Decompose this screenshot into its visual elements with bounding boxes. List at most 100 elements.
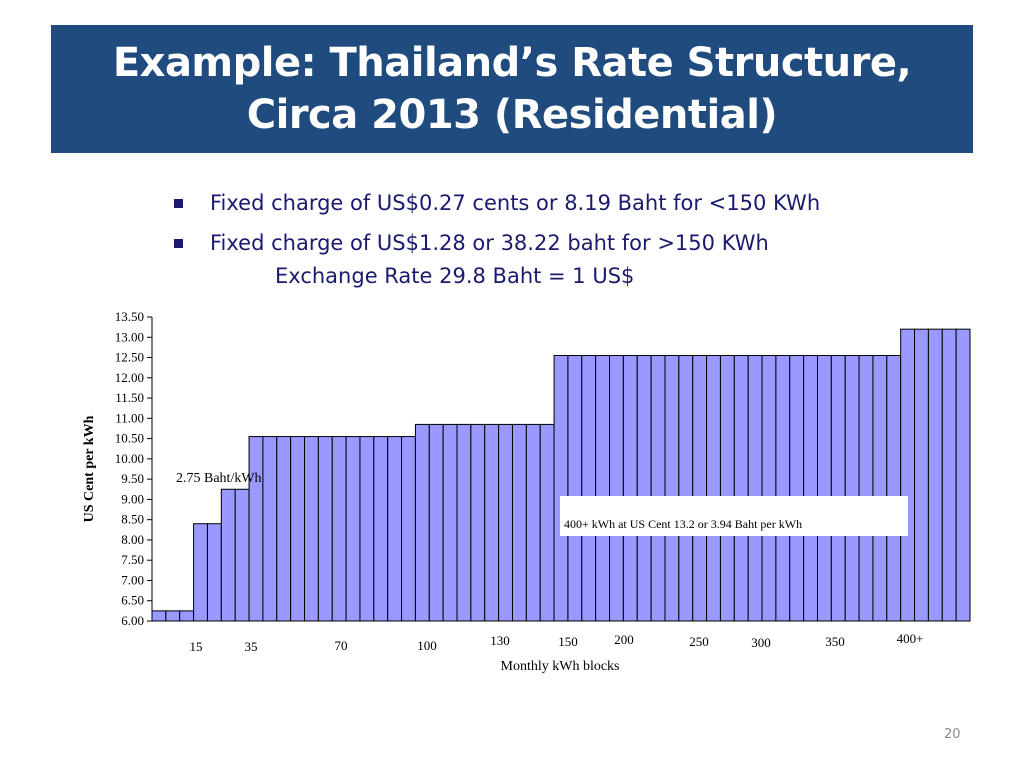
bullet-item: Fixed charge of US$0.27 cents or 8.19 Ba…: [168, 183, 968, 223]
bar: [609, 355, 624, 622]
bar: [747, 355, 763, 622]
y-tick-label: 10.50: [115, 431, 144, 446]
bar: [886, 355, 902, 622]
x-tick-label: 250: [689, 634, 709, 649]
square-bullet-icon: [174, 238, 183, 248]
bar: [442, 423, 458, 622]
bar: [151, 610, 167, 622]
y-tick-label: 12.50: [115, 350, 144, 365]
y-axis-label: US Cent per kWh: [82, 415, 97, 522]
bar: [290, 436, 306, 622]
page-number: 20: [944, 727, 961, 742]
bar: [719, 355, 735, 622]
x-tick-label: 350: [825, 634, 845, 649]
bar: [262, 436, 278, 622]
bar: [941, 328, 957, 622]
bar: [498, 423, 513, 622]
bar: [456, 423, 472, 622]
y-tick-label: 10.00: [115, 451, 144, 466]
bar: [816, 355, 832, 622]
bar: [317, 436, 333, 622]
bar: [830, 355, 846, 622]
bullet-text: Fixed charge of US$1.28 or 38.22 baht fo…: [210, 231, 769, 255]
title-bar: Example: Thailand’s Rate Structure, Circ…: [51, 25, 973, 153]
bar: [733, 355, 749, 622]
y-tick-label: 6.00: [121, 613, 144, 628]
bullet-text: Fixed charge of US$0.27 cents or 8.19 Ba…: [210, 191, 821, 215]
bar: [165, 610, 181, 622]
y-tick-label: 13.50: [115, 309, 144, 324]
bar: [428, 423, 444, 622]
bar: [636, 355, 652, 622]
bar: [525, 423, 541, 622]
slide-title: Example: Thailand’s Rate Structure, Circ…: [112, 37, 912, 141]
y-tick-label: 7.00: [121, 572, 144, 587]
y-tick-label: 9.00: [121, 491, 144, 506]
x-tick-label: 200: [614, 632, 634, 647]
square-bullet-icon: [174, 198, 183, 208]
bar: [955, 328, 971, 622]
x-tick-label: 300: [751, 635, 771, 650]
bar: [539, 423, 555, 622]
x-tick-label: 130: [490, 633, 510, 648]
annotation-label: 2.75 Baht/kWh: [176, 471, 262, 486]
bar: [858, 355, 874, 622]
bar: [276, 436, 292, 622]
y-tick-label: 7.50: [121, 552, 144, 567]
y-tick-label: 8.50: [121, 512, 144, 527]
bar: [345, 436, 361, 622]
bar: [567, 355, 583, 622]
bar: [872, 355, 888, 622]
annotation-label: 400+ kWh at US Cent 13.2 or 3.94 Baht pe…: [564, 517, 802, 531]
title-line-2: Circa 2013 (Residential): [246, 92, 778, 138]
bar: [470, 423, 486, 622]
bar: [678, 355, 694, 622]
bar: [484, 423, 500, 622]
bullet-item: Fixed charge of US$1.28 or 38.22 baht fo…: [168, 223, 968, 263]
bar: [304, 436, 319, 622]
bar: [248, 436, 264, 622]
bar: [927, 328, 943, 622]
x-tick-label: 150: [558, 634, 578, 649]
bar: [193, 523, 208, 622]
x-tick-label: 70: [335, 638, 348, 653]
bar: [789, 355, 805, 622]
bar: [622, 355, 638, 622]
bar: [179, 610, 195, 622]
x-tick-label: 15: [190, 639, 203, 654]
bar: [844, 355, 860, 622]
x-axis-label: Monthly kWh blocks: [501, 659, 620, 674]
y-tick-label: 8.00: [121, 532, 144, 547]
y-tick-label: 9.50: [121, 471, 144, 486]
x-tick-label: 400+: [897, 631, 924, 646]
bar: [650, 355, 666, 622]
title-line-1: Example: Thailand’s Rate Structure,: [112, 40, 912, 86]
bar: [234, 488, 250, 622]
bar: [914, 328, 929, 622]
y-tick-label: 13.00: [115, 329, 144, 344]
bar: [900, 328, 916, 622]
bar: [387, 436, 403, 622]
bar: [664, 355, 680, 622]
bar: [706, 355, 721, 622]
bar: [803, 355, 818, 622]
bar: [775, 355, 791, 622]
bar: [331, 436, 347, 622]
y-tick-label: 11.50: [115, 390, 144, 405]
bullet-list: Fixed charge of US$0.27 cents or 8.19 Ba…: [168, 183, 968, 263]
bar: [581, 355, 597, 622]
bar: [401, 436, 416, 622]
y-tick-label: 12.00: [115, 370, 144, 385]
bar: [511, 423, 527, 622]
bar: [220, 488, 236, 622]
annotation-box: [560, 496, 908, 536]
x-tick-label: 100: [417, 638, 437, 653]
x-tick-label: 35: [245, 639, 258, 654]
bar: [373, 436, 389, 622]
bar: [414, 423, 430, 622]
exchange-rate-text: Exchange Rate 29.8 Baht = 1 US$: [275, 264, 635, 288]
bar: [206, 523, 222, 622]
bar: [595, 355, 611, 622]
y-tick-label: 11.00: [115, 410, 144, 425]
